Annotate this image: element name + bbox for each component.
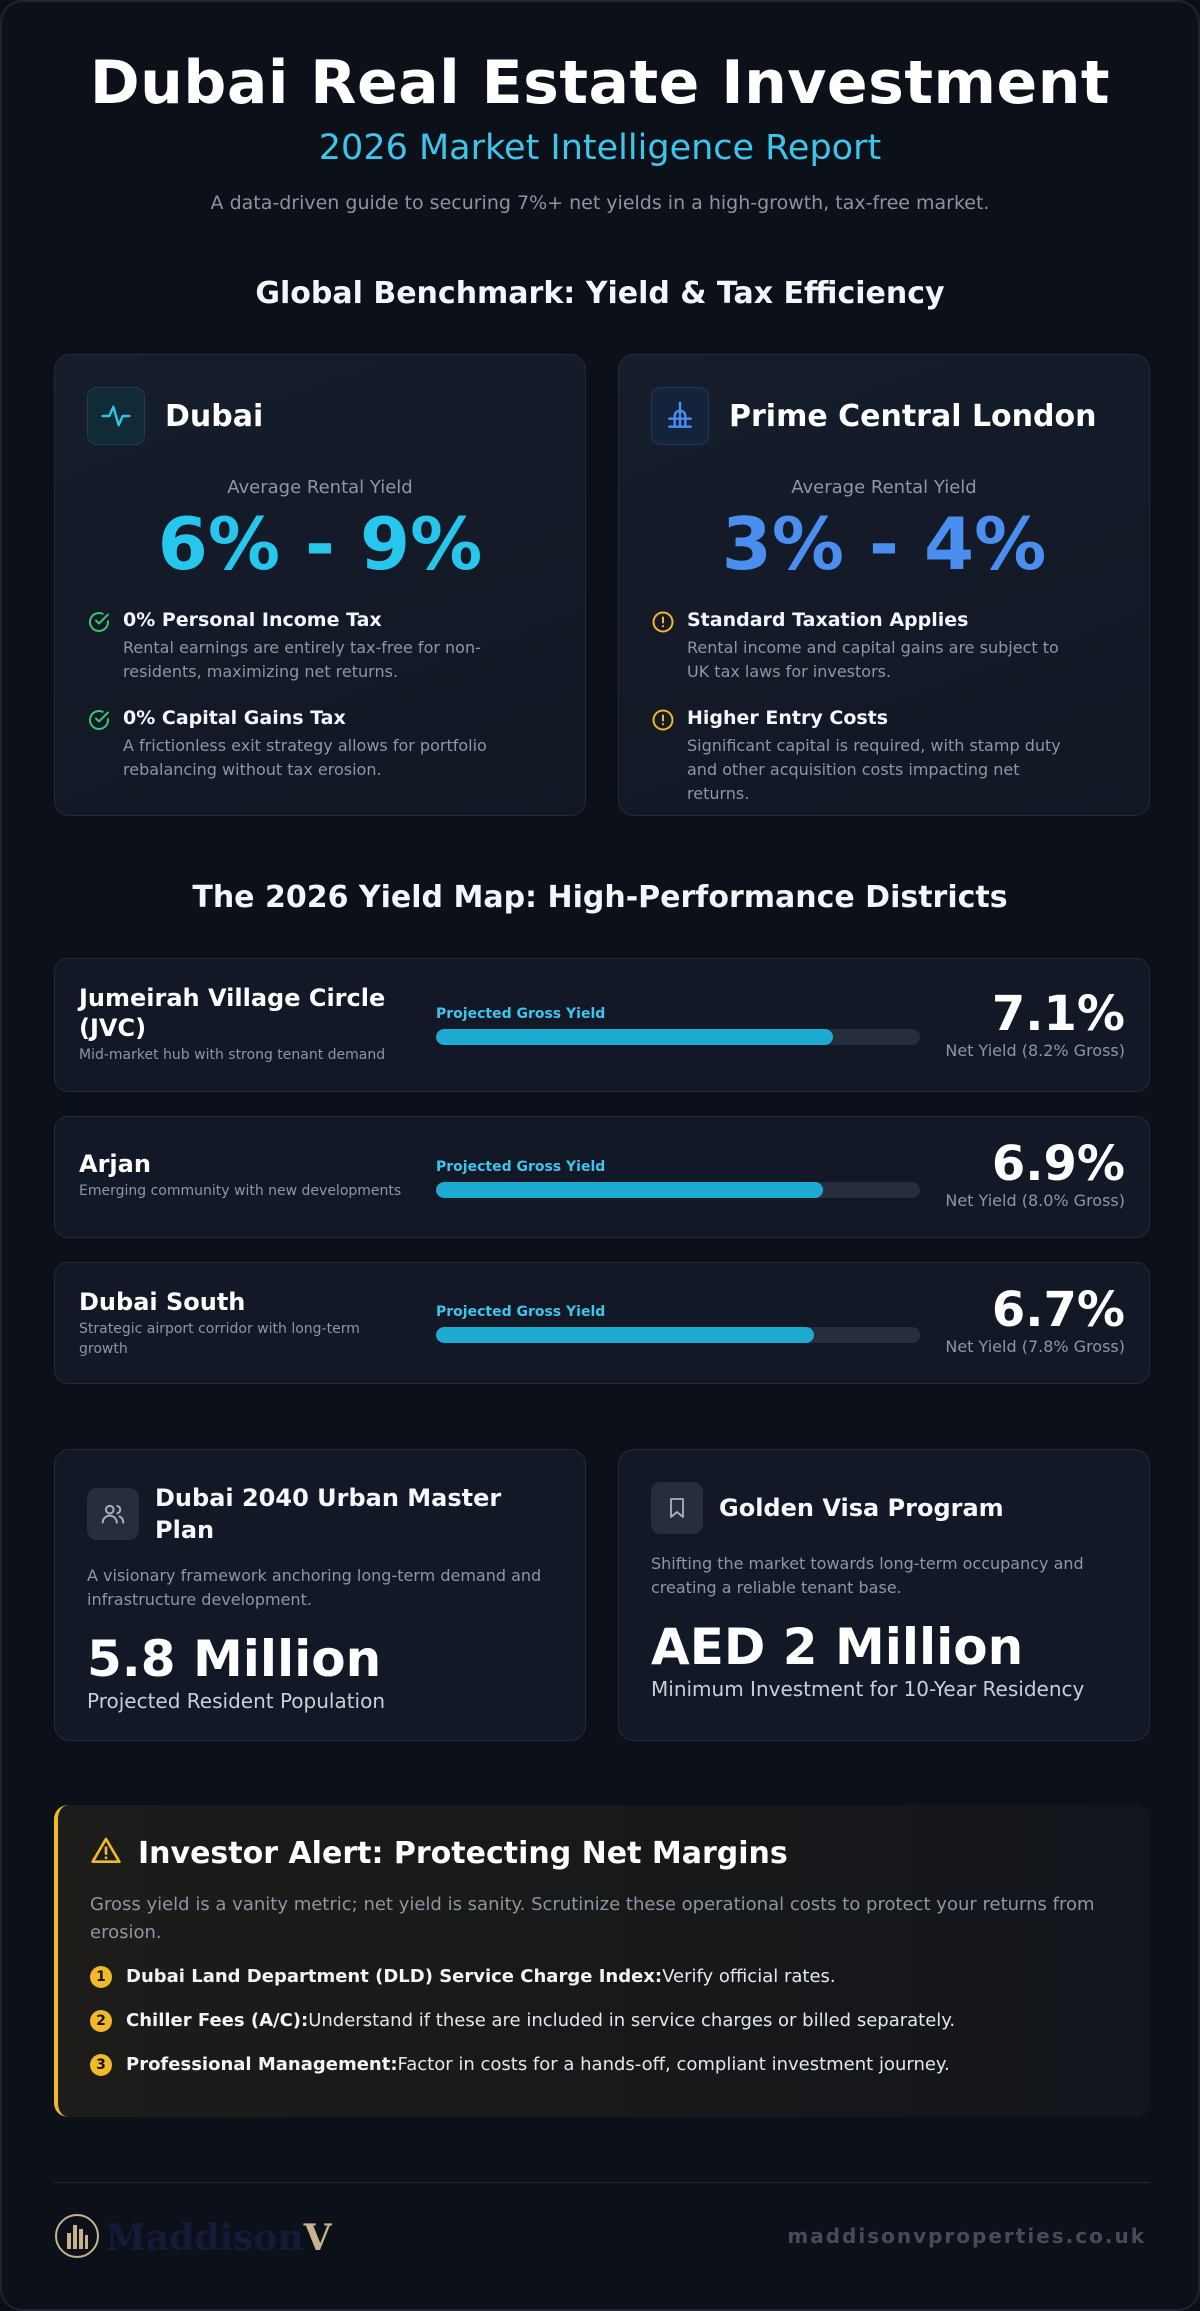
gross-yield-track [436,1327,920,1343]
feature-item: Standard Taxation Applies Rental income … [651,608,1117,684]
district-row-dubai-south: Dubai South Strategic airport corridor w… [54,1262,1150,1384]
net-gross-text: Net Yield (7.8% Gross) [945,1337,1125,1356]
card-desc: A visionary framework anchoring long-ter… [87,1566,542,1609]
alert-item-bold: Dubai Land Department (DLD) Service Char… [126,1966,663,1987]
activity-icon [87,387,145,445]
district-name: Dubai South [79,1288,246,1316]
alert-item-text: Understand if these are included in serv… [308,2010,956,2031]
district-name: Arjan [79,1150,151,1178]
district-desc: Emerging community with new developments [79,1183,402,1199]
district-name: Jumeirah Village Circle (JVC) [79,984,386,1042]
dubai-name: Dubai [165,398,264,434]
alert-circle-icon [651,708,677,806]
dubai-yield-range: 6% - 9% [157,502,483,586]
alert-item: 3 Professional Management: Factor in cos… [90,2051,1118,2079]
gross-yield-fill [436,1029,833,1045]
feature-text: Rental earnings are entirely tax-free fo… [123,638,481,681]
alert-desc: Gross yield is a vanity metric; net yiel… [90,1894,1095,1943]
district-desc: Mid-market hub with strong tenant demand [79,1047,386,1063]
gross-yield-fill [436,1182,824,1198]
alert-item: 2 Chiller Fees (A/C): Understand if thes… [90,2007,1118,2035]
bookmark-icon [651,1482,703,1534]
alert-item-number: 3 [90,2054,112,2076]
net-gross-text: Net Yield (8.0% Gross) [945,1191,1125,1210]
website-link[interactable]: maddisonvproperties.co.uk [787,2224,1146,2248]
alert-item-number: 2 [90,2010,112,2032]
card-title: Golden Visa Program [719,1494,1004,1522]
london-yield-range: 3% - 4% [721,502,1047,586]
page-subtitle: 2026 Market Intelligence Report [318,128,882,168]
golden-visa-card: Golden Visa Program Shifting the market … [618,1449,1150,1741]
feature-title: 0% Capital Gains Tax [123,707,346,729]
alert-title: Investor Alert: Protecting Net Margins [138,1835,788,1871]
alert-item-bold: Chiller Fees (A/C): [126,2010,309,2031]
master-plan-card: Dubai 2040 Urban Master Plan A visionary… [54,1449,586,1741]
district-row-jvc: Jumeirah Village Circle (JVC) Mid-market… [54,958,1150,1092]
card-desc: Shifting the market towards long-term oc… [651,1554,1084,1597]
card-title: Dubai 2040 Urban Master Plan [155,1484,502,1544]
card-big-value: AED 2 Million [651,1618,1024,1676]
landmark-icon [651,387,709,445]
investor-alert: Investor Alert: Protecting Net Margins G… [54,1805,1150,2117]
alert-item-text: Factor in costs for a hands-off, complia… [397,2054,950,2075]
check-circle-icon [87,708,113,782]
net-yield-value: 7.1% [991,986,1125,1042]
check-circle-icon [87,610,113,684]
benchmark-title: Global Benchmark: Yield & Tax Efficiency [255,276,945,311]
users-icon [87,1488,139,1540]
footer-divider [54,2182,1150,2183]
feature-item: 0% Personal Income Tax Rental earnings a… [87,608,553,684]
page-description: A data-driven guide to securing 7%+ net … [210,192,990,214]
net-yield-value: 6.9% [991,1136,1125,1192]
alert-item-text: Verify official rates. [662,1966,836,1987]
dubai-card: Dubai Average Rental Yield 6% - 9% 0% Pe… [54,354,586,816]
net-yield-value: 6.7% [991,1282,1125,1338]
card-big-value: 5.8 Million [87,1630,382,1688]
gross-yield-label: Projected Gross Yield [436,1304,606,1320]
district-row-arjan: Arjan Emerging community with new develo… [54,1116,1150,1238]
logo-mark-icon [54,2213,100,2263]
benchmark-section: Dubai Average Rental Yield 6% - 9% 0% Pe… [54,354,1150,816]
page-title: Dubai Real Estate Investment [89,48,1111,118]
card-caption: Minimum Investment for 10-Year Residency [651,1677,1085,1701]
london-yield-label: Average Rental Yield [791,477,977,498]
feature-text: Significant capital is required, with st… [687,736,1061,803]
gross-yield-track [436,1029,920,1045]
header: Dubai Real Estate Investment 2026 Market… [2,2,1198,216]
gross-yield-label: Projected Gross Yield [436,1159,606,1175]
gross-yield-fill [436,1327,814,1343]
alert-item-number: 1 [90,1966,112,1988]
dubai-yield-label: Average Rental Yield [227,477,413,498]
logo-text: Maddison [106,2217,304,2259]
maddison-logo[interactable]: Maddison V [54,2214,332,2262]
feature-item: 0% Capital Gains Tax A frictionless exit… [87,706,553,782]
london-card: Prime Central London Average Rental Yiel… [618,354,1150,816]
feature-title: Standard Taxation Applies [687,609,969,631]
gross-yield-label: Projected Gross Yield [436,1006,606,1022]
alert-item: 1 Dubai Land Department (DLD) Service Ch… [90,1963,1118,1991]
feature-item: Higher Entry Costs Significant capital i… [651,706,1117,806]
feature-title: 0% Personal Income Tax [123,609,382,631]
logo-v: V [303,2217,332,2259]
gross-yield-track [436,1182,920,1198]
feature-text: Rental income and capital gains are subj… [687,638,1059,681]
net-gross-text: Net Yield (8.2% Gross) [945,1041,1125,1060]
district-desc: Strategic airport corridor with long-ter… [79,1321,360,1357]
card-caption: Projected Resident Population [87,1689,386,1713]
yield-map-title: The 2026 Yield Map: High-Performance Dis… [192,880,1008,915]
feature-title: Higher Entry Costs [687,707,889,729]
alert-item-bold: Professional Management: [126,2054,398,2075]
feature-text: A frictionless exit strategy allows for … [123,736,487,779]
warning-icon [90,1835,122,1871]
london-name: Prime Central London [729,398,1097,434]
alert-circle-icon [651,610,677,684]
